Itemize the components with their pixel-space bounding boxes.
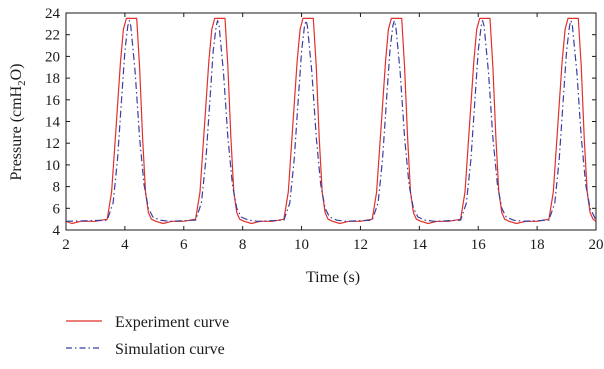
y-tick-label: 12	[45, 136, 60, 152]
y-tick-label: 22	[45, 28, 60, 44]
x-tick-label: 8	[239, 237, 247, 253]
x-tick-label: 6	[180, 237, 188, 253]
y-axis-label-subscript: 2	[16, 80, 28, 86]
legend: Experiment curve Simulation curve	[66, 314, 229, 358]
plot-area-frame	[65, 12, 597, 231]
y-tick-label: 18	[45, 71, 60, 87]
legend-label-simulation: Simulation curve	[115, 341, 225, 358]
y-tick-label: 8	[53, 180, 61, 196]
x-tick-label: 10	[294, 237, 309, 253]
x-tick-label: 4	[121, 237, 129, 253]
x-tick-label: 12	[353, 237, 368, 253]
x-tick-label: 20	[589, 237, 604, 253]
y-axis-label-o: O	[8, 69, 25, 81]
y-tick-label: 24	[45, 6, 61, 22]
y-axis-label-close: )	[8, 63, 25, 68]
x-tick-label: 2	[62, 237, 70, 253]
y-tick-label: 16	[45, 93, 61, 109]
y-tick-label: 14	[45, 115, 61, 131]
x-tick-label: 16	[471, 237, 487, 253]
x-axis-label: Time (s)	[306, 269, 360, 286]
y-tick-label: 10	[45, 158, 60, 174]
y-tick-label: 20	[45, 49, 60, 65]
x-tick-label: 14	[412, 237, 428, 253]
plot-content	[65, 17, 597, 225]
y-tick-label: 6	[53, 201, 61, 217]
x-tick-label: 18	[530, 237, 545, 253]
y-axis-label-main: Pressure (cmH	[8, 85, 25, 180]
series-line-experiment	[65, 17, 597, 225]
series-line-simulation	[65, 20, 597, 222]
y-tick-label: 4	[53, 223, 61, 239]
y-axis-label: Pressure (cmH2O)	[8, 63, 28, 180]
legend-label-experiment: Experiment curve	[115, 314, 229, 331]
